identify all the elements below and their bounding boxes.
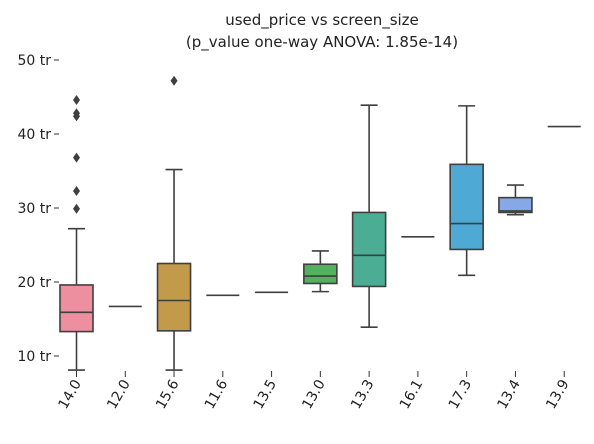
box-group-13-3 — [351, 104, 387, 328]
y-tick-label: 10 tr — [17, 349, 51, 365]
y-tick-label: 20 tr — [17, 275, 51, 291]
iqr-box — [303, 263, 338, 285]
box-group-17-3 — [449, 105, 484, 277]
box-group-14-0 — [59, 94, 94, 371]
iqr-box — [449, 163, 484, 251]
outlier-point — [170, 75, 178, 86]
y-tick-label: 50 tr — [17, 53, 51, 69]
outlier-point — [73, 108, 80, 119]
x-tick-label: 16.1 — [397, 377, 426, 412]
x-tick-label: 13.0 — [299, 377, 328, 412]
x-tick-label: 12.0 — [104, 377, 133, 412]
y-tick-label: 30 tr — [17, 201, 51, 217]
box-group-15-6 — [156, 75, 192, 371]
iqr-box — [351, 211, 387, 288]
iqr-box — [498, 196, 533, 214]
x-tick-label: 13.4 — [494, 377, 523, 412]
box-group-13-4 — [498, 184, 533, 216]
outlier-point — [73, 185, 80, 196]
chart-title-line-2: (p_value one-way ANOVA: 1.85e-14) — [186, 33, 458, 52]
outlier-point — [73, 203, 80, 214]
box-group-13-0 — [303, 250, 338, 293]
chart-title-line-1: used_price vs screen_size — [225, 11, 419, 30]
x-tick-label: 15.6 — [153, 377, 182, 412]
iqr-box — [156, 262, 192, 332]
x-tick-label: 14.0 — [56, 377, 85, 412]
y-tick-label: 40 tr — [17, 127, 51, 143]
x-tick-label: 17.3 — [446, 377, 475, 412]
outlier-point — [73, 152, 80, 163]
x-tick-label: 13.5 — [251, 377, 280, 412]
y-axis: 10 tr 20 tr 30 tr 40 tr 50 tr — [17, 53, 59, 365]
x-tick-label: 13.3 — [348, 377, 377, 412]
plot-area — [59, 75, 581, 371]
iqr-box — [59, 284, 94, 333]
outlier-point — [73, 94, 80, 105]
x-tick-label: 11.6 — [202, 377, 231, 412]
x-tick-label: 13.9 — [543, 377, 572, 412]
x-axis: 14.0 12.0 15.6 11.6 13.5 13.0 13.3 16.1 17.3 13.4… — [56, 371, 594, 412]
